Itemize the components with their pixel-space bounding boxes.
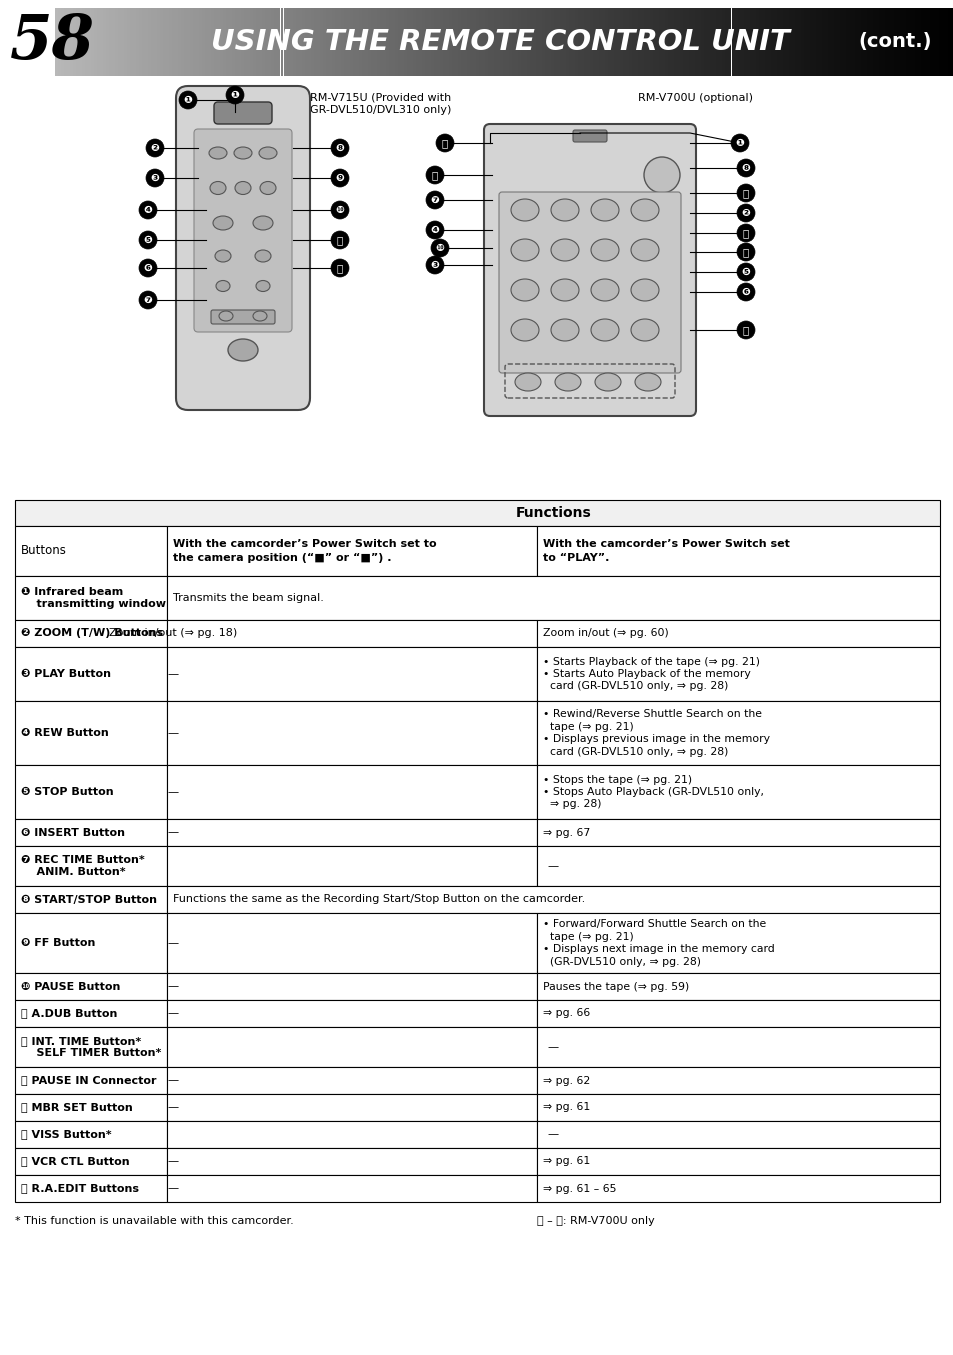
Bar — [827, 8, 830, 76]
Circle shape — [737, 263, 754, 280]
Text: Ⓖ R.A.EDIT Buttons: Ⓖ R.A.EDIT Buttons — [21, 1183, 139, 1194]
Text: With the camcorder’s Power Switch set
to “PLAY”.: With the camcorder’s Power Switch set to… — [542, 539, 789, 562]
Bar — [608, 8, 611, 76]
Bar — [643, 8, 647, 76]
Bar — [920, 8, 923, 76]
Text: ⓮: ⓮ — [432, 169, 437, 180]
Bar — [806, 8, 809, 76]
Bar — [668, 8, 671, 76]
FancyBboxPatch shape — [211, 310, 274, 324]
Ellipse shape — [210, 182, 226, 195]
Bar — [572, 8, 575, 76]
Bar — [167, 701, 537, 766]
Text: (cont.): (cont.) — [858, 33, 931, 51]
Bar — [802, 8, 806, 76]
Bar — [167, 1027, 537, 1066]
Bar — [773, 8, 776, 76]
Bar — [376, 8, 379, 76]
Bar — [181, 8, 184, 76]
Text: ❼: ❼ — [144, 295, 152, 305]
Text: ❹ REW Button: ❹ REW Button — [21, 728, 109, 738]
Bar — [172, 8, 175, 76]
Bar — [259, 8, 262, 76]
Circle shape — [179, 91, 196, 108]
Bar — [167, 646, 537, 701]
Text: ⓬: ⓬ — [336, 263, 343, 272]
Bar — [199, 8, 202, 76]
Text: ⓫: ⓫ — [336, 234, 343, 245]
Bar — [235, 8, 238, 76]
Circle shape — [737, 224, 754, 243]
Bar — [836, 8, 839, 76]
Text: RM-V700U (optional): RM-V700U (optional) — [638, 93, 752, 103]
Bar — [167, 1066, 537, 1093]
Bar — [55, 8, 58, 76]
Ellipse shape — [234, 182, 251, 195]
Bar — [746, 8, 749, 76]
Bar — [537, 846, 939, 886]
Text: ❹: ❹ — [144, 205, 152, 215]
Bar — [677, 8, 679, 76]
Ellipse shape — [215, 280, 230, 291]
Bar — [583, 8, 586, 76]
Bar — [100, 8, 103, 76]
Bar — [944, 8, 947, 76]
FancyBboxPatch shape — [213, 102, 272, 125]
Circle shape — [331, 169, 349, 187]
Circle shape — [146, 169, 164, 187]
Bar — [878, 8, 881, 76]
Bar — [537, 526, 939, 576]
Bar — [719, 8, 721, 76]
Text: ❽: ❽ — [740, 163, 750, 173]
Bar — [797, 8, 800, 76]
Bar — [470, 8, 473, 76]
Bar — [277, 8, 280, 76]
Bar — [223, 8, 226, 76]
Bar — [85, 8, 88, 76]
Bar — [463, 8, 466, 76]
Bar — [791, 8, 794, 76]
Bar — [830, 8, 833, 76]
Circle shape — [737, 321, 754, 339]
Bar — [537, 1027, 939, 1066]
Bar — [779, 8, 781, 76]
Text: * This function is unavailable with this camcorder.: * This function is unavailable with this… — [15, 1215, 294, 1226]
Ellipse shape — [630, 279, 659, 301]
Ellipse shape — [630, 318, 659, 341]
Bar — [58, 8, 61, 76]
Bar — [202, 8, 205, 76]
Bar — [364, 8, 367, 76]
Bar — [523, 8, 526, 76]
Text: ❶: ❶ — [231, 89, 239, 100]
Ellipse shape — [209, 146, 227, 159]
Bar — [700, 8, 703, 76]
Bar — [947, 8, 950, 76]
Bar — [427, 8, 431, 76]
Bar — [340, 8, 343, 76]
Bar — [15, 576, 167, 621]
Bar — [167, 1000, 537, 1027]
Circle shape — [139, 259, 157, 276]
Bar — [650, 8, 653, 76]
Bar — [872, 8, 875, 76]
Text: ❷: ❷ — [151, 144, 159, 153]
Circle shape — [431, 238, 449, 257]
Bar — [355, 8, 358, 76]
Bar — [121, 8, 124, 76]
Bar — [262, 8, 265, 76]
Bar — [130, 8, 133, 76]
Bar — [698, 8, 700, 76]
Text: ❶: ❶ — [735, 138, 743, 148]
Bar — [622, 8, 625, 76]
Bar — [301, 8, 304, 76]
Ellipse shape — [590, 318, 618, 341]
Text: Pauses the tape (⇒ pg. 59): Pauses the tape (⇒ pg. 59) — [542, 981, 688, 992]
Bar — [554, 8, 557, 76]
Bar — [251, 8, 253, 76]
Text: • Rewind/Reverse Shuttle Search on the
  tape (⇒ pg. 21)
• Displays previous ima: • Rewind/Reverse Shuttle Search on the t… — [542, 710, 769, 756]
Bar — [208, 8, 212, 76]
Bar — [97, 8, 100, 76]
Ellipse shape — [590, 199, 618, 221]
Bar — [304, 8, 307, 76]
Bar — [233, 8, 235, 76]
